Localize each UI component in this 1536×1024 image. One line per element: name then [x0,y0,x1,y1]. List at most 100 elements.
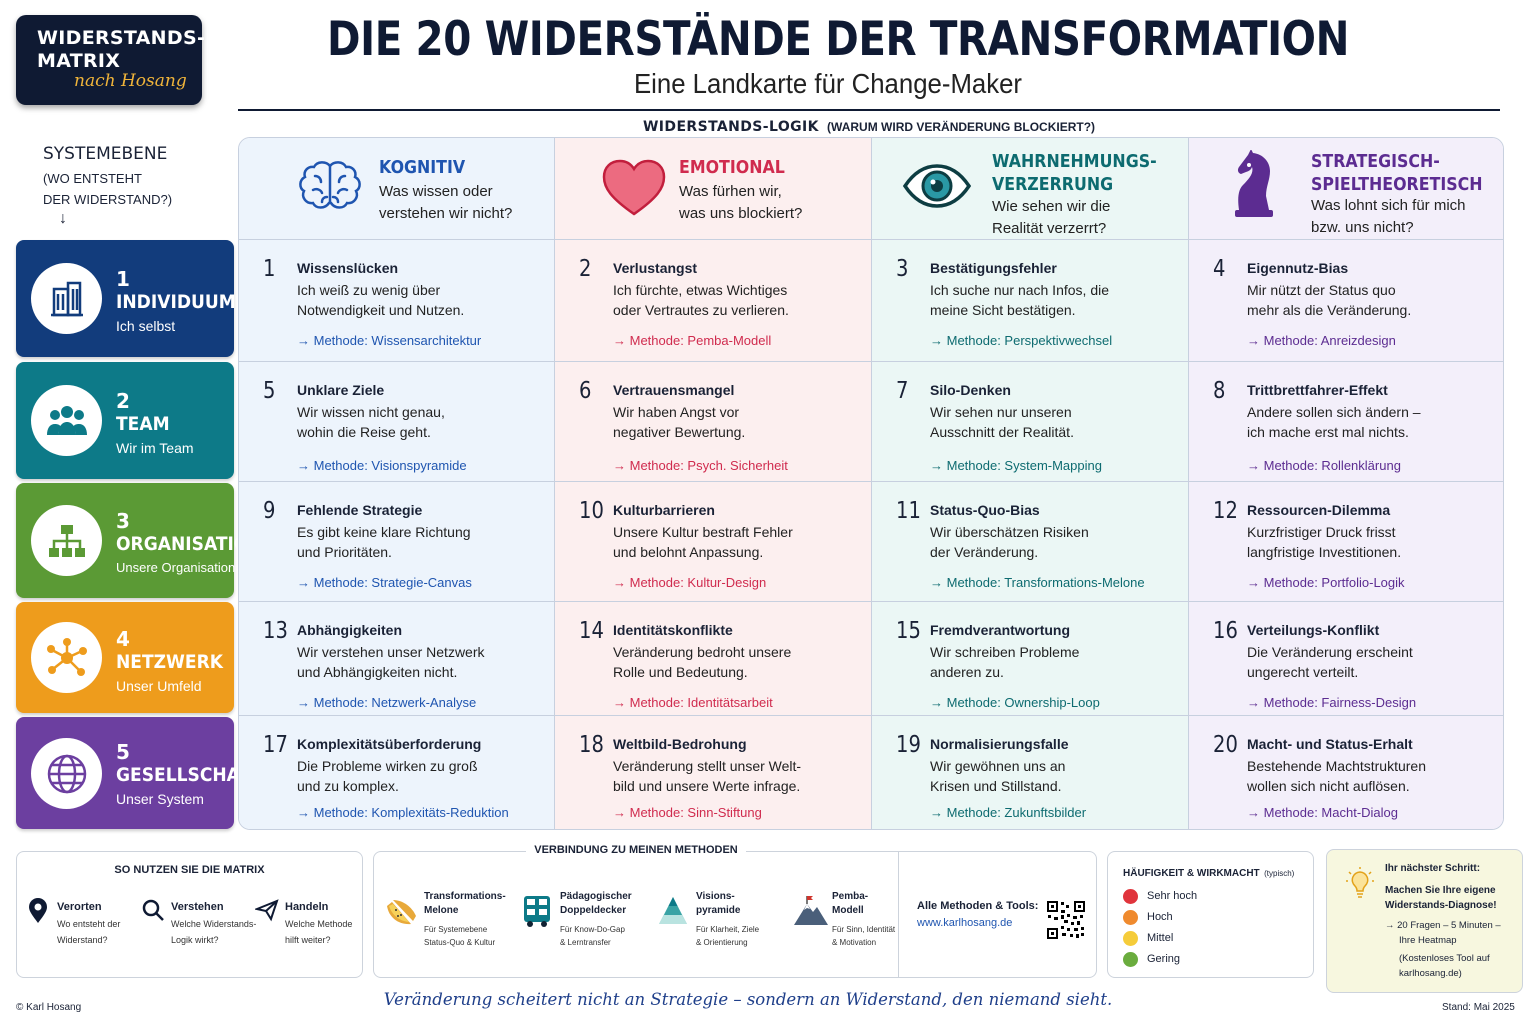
resistance-cell-7[interactable]: 7 Silo-Denken Wir sehen nur unseren Ausschn… [872,362,1189,482]
resistance-description: Veränderung stellt unser Welt-bild und u… [613,756,863,796]
method-link[interactable]: → Methode: Strategie-Canvas [297,575,472,590]
level-sub: Unser System [116,791,204,807]
legend-item: Hoch [1123,909,1273,927]
resistance-cell-1[interactable]: 1 Wissenslücken Ich weiß zu wenig über Notw… [239,240,555,362]
resistance-cell-17[interactable]: 17 Komplexitätsüberforderung Die Probleme … [239,716,555,829]
column-header-emotional: EMOTIONAL Was fürhen wir, was uns blockie… [555,138,872,240]
resistance-description-line: bild und unsere Werte infrage. [613,778,801,794]
usage-title: SO NUTZEN SIE DIE MATRIX [114,864,265,876]
method-link[interactable]: → Methode: Visionspyramide [297,458,467,473]
copyright: © Karl Hosang [16,1002,82,1013]
method-item[interactable]: Transformations- Melone Für Systemebene Sta… [384,886,518,966]
method-link[interactable]: → Methode: Ownership-Loop [930,695,1100,710]
method-link[interactable]: → Methode: Netzwerk-Analyse [297,695,477,710]
method-link[interactable]: → Methode: Identitätsarbeit [613,695,773,710]
level-netzwerk[interactable]: 4 NETZWERK Unser Umfeld [16,602,234,713]
resistance-cell-5[interactable]: 5 Unklare Ziele Wir wissen nicht genau, woh… [239,362,555,482]
method-link[interactable]: → Methode: Pemba-Modell [613,333,772,348]
method-link[interactable]: → Methode: Perspektivwechsel [930,333,1113,348]
level-team[interactable]: 2 TEAM Wir im Team [16,362,234,479]
system-heading: SYSTEMEBENE (WO ENTSTEHT DER WIDERSTAND?… [43,144,223,228]
method-item[interactable]: Visions-pyramide Für Klarheit, Ziele & Ori… [656,886,790,966]
website-link[interactable]: www.karlhosang.de [917,917,1013,929]
column-title: STRATEGISCH- SPIELTHEORETISCH [1311,150,1483,196]
resistance-number: 9 [263,498,276,524]
usage-item-desc: Welche Methode hilft weiter? [285,919,353,945]
method-link[interactable]: → Methode: Sinn-Stiftung [613,805,762,820]
usage-box: SO NUTZEN SIE DIE MATRIX Verorten Wo ent… [16,851,363,978]
resistance-cell-3[interactable]: 3 Bestätigungsfehler Ich suche nur nach In… [872,240,1189,362]
next-step-tool[interactable]: (Kostenloses Tool auf karlhosang.de) [1399,953,1490,979]
method-item[interactable]: Pädagogischer Doppeldecker Für Know-Do-Gap… [520,886,654,966]
resistance-cell-6[interactable]: 6 Vertrauensmangel Wir haben Angst vor nega… [555,362,872,482]
resistance-cell-13[interactable]: 13 Abhängigkeiten Wir verstehen unser Netz… [239,602,555,716]
resistance-cell-11[interactable]: 11 Status-Quo-Bias Wir überschätzen Risike… [872,482,1189,602]
resistance-number: 3 [896,256,909,282]
legend-dot [1123,931,1138,946]
resistance-description: Wir sehen nur unseren Ausschnitt der Real… [930,402,1180,442]
resistance-description-line: Wir sehen nur unseren [930,404,1072,420]
resistance-title: Unklare Ziele [297,382,385,398]
resistance-number: 8 [1213,378,1226,404]
resistance-title: Fehlende Strategie [297,502,423,518]
method-item[interactable]: Pemba- Modell Für Sinn, Identität & Motivat… [792,886,926,966]
resistance-cell-14[interactable]: 14 Identitätskonflikte Veränderung bedroht… [555,602,872,716]
methods-title-wrap: VERBINDUNG ZU MEINEN METHODEN [374,844,898,856]
resistance-cell-8[interactable]: 8 Trittbrettfahrer-Effekt Andere sollen si… [1189,362,1503,482]
usage-item-title: Verorten [57,901,102,913]
resistance-cell-10[interactable]: 10 Kulturbarrieren Unsere Kultur bestraft … [555,482,872,602]
chess-knight-icon [1229,149,1299,217]
method-link[interactable]: → Methode: Portfolio-Logik [1247,575,1405,590]
legend-item: Gering [1123,951,1273,969]
resistance-title: Status-Quo-Bias [930,502,1040,518]
resistance-title: Eigennutz-Bias [1247,260,1349,276]
logic-label: WIDERSTANDS-LOGIK [642,119,819,135]
resistance-title: Kulturbarrieren [613,502,715,518]
resistance-cell-4[interactable]: 4 Eigennutz-Bias Mir nützt der Status quo m… [1189,240,1503,362]
column-question: Was wissen oder verstehen wir nicht? [379,181,512,225]
resistance-cell-2[interactable]: 2 Verlustangst Ich fürchte, etwas Wichtige… [555,240,872,362]
resistance-title: Trittbrettfahrer-Effekt [1247,382,1388,398]
method-link[interactable]: → Methode: Zukunftsbilder [930,805,1087,820]
column-title-line-1: KOGNITIV [379,157,466,178]
resistance-cell-9[interactable]: 9 Fehlende Strategie Es gibt keine klare R… [239,482,555,602]
method-link[interactable]: → Methode: System-Mapping [930,458,1102,473]
method-link[interactable]: → Methode: Wissensarchitektur [297,333,482,348]
level-organisation[interactable]: 3 ORGANISATION Unsere Organisation [16,483,263,598]
resistance-cell-16[interactable]: 16 Verteilungs-Konflikt Die Veränderung er… [1189,602,1503,716]
method-link[interactable]: → Methode: Macht-Dialog [1247,805,1399,820]
level-individuum[interactable]: 1 INDIVIDUUM Ich selbst [16,240,236,357]
method-link[interactable]: → Methode: Komplexitäts-Reduktion [297,805,509,820]
method-link[interactable]: → Methode: Transformations-Melone [930,575,1145,590]
bus-icon [520,894,554,933]
column-question-line-1: Was wissen oder [379,183,493,200]
method-link[interactable]: → Methode: Anreizdesign [1247,333,1396,348]
method-link[interactable]: → Methode: Fairness-Design [1247,695,1417,710]
method-description: Für Know-Do-Gap & Lerntransfer [560,925,625,947]
method-link[interactable]: → Methode: Rollenklärung [1247,458,1401,473]
legend-dot [1123,952,1138,967]
resistance-cell-20[interactable]: 20 Macht- und Status-Erhalt Bestehende Mac… [1189,716,1503,829]
resistance-number: 2 [579,256,592,282]
usage-item-desc: Wo entsteht der Widerstand? [57,919,121,945]
magnifier-icon [142,899,164,921]
method-name: Pemba- Modell [832,891,869,916]
method-description: Für Systemebene Status-Quo & Kultur [424,925,496,947]
method-link[interactable]: → Methode: Kultur-Design [613,575,767,590]
resistance-description: Wir gewöhnen uns an Krisen und Stillstand… [930,756,1180,796]
resistance-matrix: KOGNITIV Was wissen oder verstehen wir ni… [238,137,1504,830]
resistance-description-line: anderen zu. [930,664,1004,680]
resistance-cell-19[interactable]: 19 Normalisierungsfalle Wir gewöhnen uns a… [872,716,1189,829]
resistance-description-line: Wir wissen nicht genau, [297,404,445,420]
resistance-description-line: Ich suche nur nach Infos, die [930,282,1109,298]
resistance-description-line: Es gibt keine klare Richtung [297,524,471,540]
methods-title: VERBINDUNG ZU MEINEN METHODEN [526,844,746,856]
level-gesellschaft[interactable]: 5 GESELLSCHAFT Unser System [16,717,263,829]
legend-label: Sehr hoch [1147,890,1198,902]
resistance-cell-15[interactable]: 15 Fremdverantwortung Wir schreiben Proble… [872,602,1189,716]
qr-code-icon[interactable] [1046,900,1086,940]
resistance-cell-12[interactable]: 12 Ressourcen-Dilemma Kurzfristiger Druck … [1189,482,1503,602]
method-name: Visions-pyramide [696,891,741,916]
resistance-cell-18[interactable]: 18 Weltbild-Bedrohung Veränderung stellt u… [555,716,872,829]
method-link[interactable]: → Methode: Psych. Sicherheit [613,458,788,473]
